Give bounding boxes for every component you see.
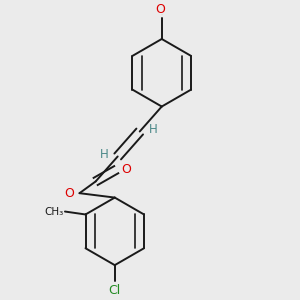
Text: CH₃: CH₃ — [44, 206, 64, 217]
Text: O: O — [155, 3, 165, 16]
Text: H: H — [100, 148, 108, 160]
Text: H: H — [149, 123, 158, 136]
Text: O: O — [122, 163, 131, 176]
Text: Cl: Cl — [109, 284, 121, 297]
Text: O: O — [64, 187, 74, 200]
